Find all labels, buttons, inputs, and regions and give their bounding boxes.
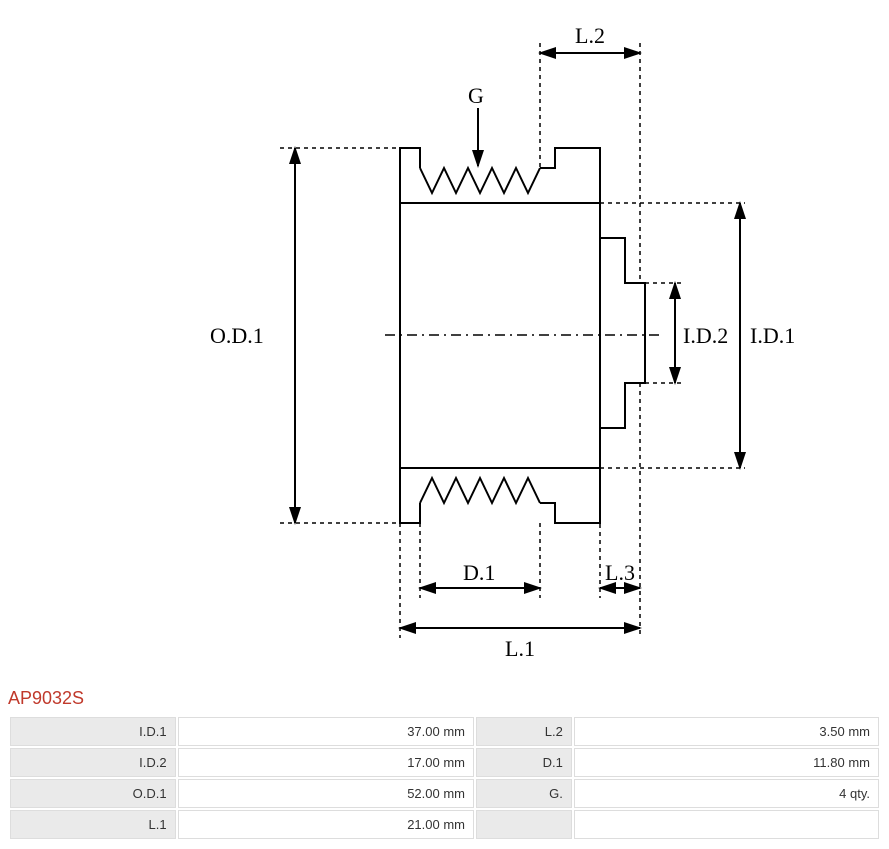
spec-label: L.1 [10, 810, 176, 839]
spec-value: 17.00 mm [178, 748, 474, 777]
label-l2: L.2 [575, 23, 605, 48]
technical-diagram: O.D.1 I.D.1 I.D.2 G L.2 D.1 L.3 L.1 [8, 8, 881, 678]
table-row: L.121.00 mm [10, 810, 879, 839]
spec-value: 11.80 mm [574, 748, 879, 777]
table-row: O.D.152.00 mmG.4 qty. [10, 779, 879, 808]
label-l1: L.1 [505, 636, 535, 661]
label-l3: L.3 [605, 560, 635, 585]
table-row: I.D.217.00 mmD.111.80 mm [10, 748, 879, 777]
spec-value: 4 qty. [574, 779, 879, 808]
label-d1: D.1 [463, 560, 495, 585]
spec-value: 52.00 mm [178, 779, 474, 808]
table-row: I.D.137.00 mmL.23.50 mm [10, 717, 879, 746]
spec-label: O.D.1 [10, 779, 176, 808]
spec-value: 21.00 mm [178, 810, 474, 839]
diagram-svg: O.D.1 I.D.1 I.D.2 G L.2 D.1 L.3 L.1 [85, 8, 805, 678]
spec-label: D.1 [476, 748, 572, 777]
spec-label: G. [476, 779, 572, 808]
spec-label: L.2 [476, 717, 572, 746]
label-id1: I.D.1 [750, 323, 795, 348]
spec-label: I.D.1 [10, 717, 176, 746]
label-g: G [468, 83, 484, 108]
part-number-title: AP9032S [8, 688, 881, 709]
spec-value [574, 810, 879, 839]
spec-value: 37.00 mm [178, 717, 474, 746]
spec-label [476, 810, 572, 839]
specifications-table: I.D.137.00 mmL.23.50 mmI.D.217.00 mmD.11… [8, 715, 881, 841]
spec-value: 3.50 mm [574, 717, 879, 746]
label-od1: O.D.1 [210, 323, 264, 348]
label-id2: I.D.2 [683, 323, 728, 348]
spec-label: I.D.2 [10, 748, 176, 777]
